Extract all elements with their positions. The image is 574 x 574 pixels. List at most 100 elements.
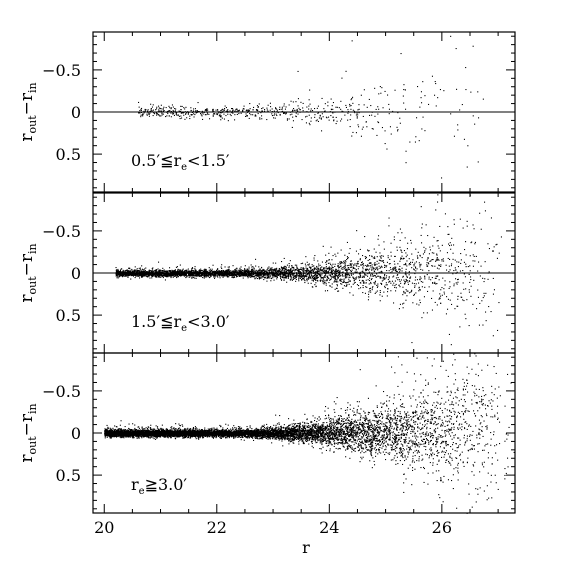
data-point — [327, 268, 329, 270]
data-point — [199, 270, 201, 272]
data-point — [325, 271, 327, 273]
data-point — [335, 274, 337, 276]
data-point — [415, 276, 417, 278]
data-point — [235, 271, 237, 273]
data-point — [384, 278, 386, 280]
data-point — [295, 276, 297, 278]
data-point — [233, 271, 235, 273]
data-point — [340, 280, 342, 282]
data-point — [305, 256, 307, 258]
data-point — [195, 274, 197, 276]
data-point — [259, 271, 261, 273]
data-point — [335, 116, 337, 118]
data-point — [184, 273, 186, 275]
data-point — [180, 105, 182, 107]
data-point — [424, 286, 426, 288]
data-point — [370, 291, 372, 293]
data-point — [187, 270, 189, 272]
data-point — [404, 273, 406, 275]
data-point — [282, 110, 284, 112]
data-point — [127, 274, 129, 276]
data-point — [313, 267, 315, 269]
data-point — [463, 261, 465, 263]
data-point — [158, 114, 160, 116]
data-point — [125, 269, 127, 271]
data-point — [306, 280, 308, 282]
data-point — [256, 109, 258, 111]
data-point — [217, 274, 219, 276]
data-point — [119, 275, 121, 277]
data-point — [236, 270, 238, 272]
data-point — [387, 288, 389, 290]
data-point — [392, 110, 394, 112]
data-point — [175, 112, 177, 114]
data-point — [292, 120, 294, 122]
data-point — [283, 270, 285, 272]
data-point — [195, 271, 197, 273]
data-point — [390, 282, 392, 284]
data-point — [468, 273, 470, 275]
data-point — [462, 299, 464, 301]
data-point — [378, 244, 380, 246]
data-point — [339, 280, 341, 282]
data-point — [208, 273, 210, 275]
data-point — [308, 269, 310, 271]
data-point — [436, 267, 438, 269]
data-point — [457, 298, 459, 300]
data-point — [389, 280, 391, 282]
data-point — [240, 274, 242, 276]
data-point — [236, 273, 238, 275]
data-point — [152, 267, 154, 269]
data-point — [242, 273, 244, 275]
data-point — [318, 117, 320, 119]
data-point — [379, 300, 381, 302]
data-point — [325, 267, 327, 269]
data-point — [376, 273, 378, 275]
data-point — [201, 112, 203, 114]
data-point — [325, 273, 327, 275]
data-point — [343, 281, 345, 283]
data-point — [162, 108, 164, 110]
data-point — [283, 271, 285, 273]
data-point — [367, 264, 369, 266]
data-point — [220, 112, 222, 114]
data-point — [181, 274, 183, 276]
data-point — [174, 110, 176, 112]
data-point — [230, 271, 232, 273]
data-point — [243, 271, 245, 273]
data-point — [411, 290, 413, 292]
data-point — [306, 275, 308, 277]
data-point — [218, 274, 220, 276]
data-point — [314, 279, 316, 281]
data-point — [368, 296, 370, 298]
data-point — [393, 239, 395, 241]
data-point — [377, 268, 379, 270]
data-point — [158, 271, 160, 273]
data-point — [326, 275, 328, 277]
data-point — [239, 273, 241, 275]
data-point — [183, 271, 185, 273]
data-point — [388, 270, 390, 272]
data-point — [189, 115, 191, 117]
data-point — [436, 240, 438, 242]
data-point — [156, 276, 158, 278]
data-point — [287, 277, 289, 279]
data-point — [194, 114, 196, 116]
data-point — [424, 130, 426, 132]
data-point — [243, 274, 245, 276]
data-point — [421, 242, 423, 244]
data-point — [381, 283, 383, 285]
data-point — [381, 255, 383, 257]
data-point — [313, 259, 315, 261]
data-point — [236, 275, 238, 277]
data-point — [400, 250, 402, 252]
data-point — [386, 265, 388, 267]
data-point — [295, 115, 297, 117]
data-point — [287, 273, 289, 275]
data-point — [302, 275, 304, 277]
data-point — [145, 267, 147, 269]
data-point — [272, 274, 274, 276]
data-point — [248, 271, 250, 273]
data-point — [205, 269, 207, 271]
data-point — [263, 274, 265, 276]
